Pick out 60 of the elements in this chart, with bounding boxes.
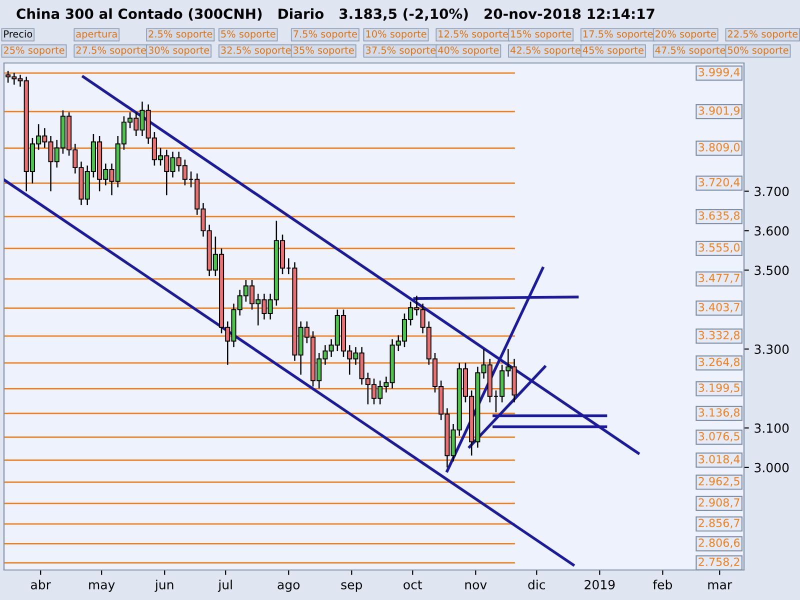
ref-line-label: 3.720,4 — [698, 178, 740, 188]
text: 30% soporte — [148, 46, 210, 56]
text: 10% soporte — [366, 30, 426, 40]
text: 20% soporte — [656, 30, 716, 40]
y-tick-label: 3.600 — [754, 226, 789, 236]
x-tick-label: may — [89, 582, 115, 592]
y-tick-label: 3.300 — [754, 344, 789, 354]
ref-line-label: 3.332,8 — [698, 330, 740, 340]
text: Precio — [4, 30, 32, 38]
ref-line-label: 2.758,2 — [698, 558, 740, 568]
text: 45% soporte — [582, 46, 644, 56]
ref-line-label: 3.477,7 — [698, 274, 740, 284]
y-tick-label: 3.700 — [754, 186, 789, 196]
ref-line-label: 2.908,7 — [698, 498, 740, 508]
text: 12.5% soporte — [438, 30, 508, 40]
x-tick-label: 2019 — [584, 580, 615, 590]
x-tick-label: abr — [30, 580, 51, 590]
text: 17.5% soporte — [583, 30, 653, 40]
text: 47.5% soporte — [655, 46, 726, 56]
x-tick-label: jun — [154, 580, 174, 592]
ref-line-label: 3.136,8 — [698, 408, 740, 418]
y-tick-label: 3.100 — [754, 423, 789, 433]
text: apertura — [76, 30, 117, 40]
x-tick-label: jul — [218, 580, 232, 592]
x-tick-label: feb — [652, 580, 672, 590]
ref-line-label: 2.962,5 — [698, 477, 740, 487]
ref-line-label: 3.403,7 — [698, 302, 740, 312]
text: 15% soporte — [511, 30, 572, 40]
text: 27.5% soporte — [76, 46, 146, 56]
text: 42.5% soporte — [510, 46, 580, 56]
text: 22.5% soporte — [728, 30, 798, 40]
text: 2.5% soporte — [148, 30, 212, 40]
chart-title: China 300 al Contado (300CNH) Diario 3.183,5 (-2,10%) 20-nov-2018 12:14:17 — [16, 8, 654, 21]
ref-line-label: 3.264,8 — [698, 358, 740, 368]
text: 40% soporte — [438, 46, 499, 56]
y-tick-label: 3.500 — [754, 266, 789, 276]
x-tick-label: sep — [341, 582, 362, 592]
text: 25% soporte — [4, 46, 64, 56]
text: 35% soporte — [294, 46, 354, 56]
text: 37.5% soporte — [366, 46, 436, 56]
x-tick-label: ago — [278, 582, 300, 592]
ref-line-label: 3.076,5 — [698, 432, 740, 442]
ref-line-label: 3.999,4 — [698, 68, 740, 78]
ref-line-label: 3.018,4 — [698, 454, 740, 465]
ref-line-label: 2.856,7 — [698, 518, 740, 528]
x-tick-label: mar — [708, 582, 732, 590]
y-tick-label: 3.000 — [754, 462, 789, 472]
text: 32.5% soporte — [221, 46, 291, 56]
ref-line-label: 3.635,8 — [698, 211, 740, 221]
text: 5% soporte — [221, 30, 276, 40]
ref-line-label: 3.901,9 — [698, 106, 740, 116]
x-tick-label: oct — [404, 580, 422, 590]
x-tick-label: dic — [528, 580, 545, 590]
ref-line-label: 3.809,0 — [698, 143, 740, 153]
text: 7.5% soporte — [294, 30, 357, 40]
ref-line-label: 3.555,0 — [698, 243, 740, 253]
x-tick-label: nov — [465, 582, 487, 590]
text: 50% soporte — [728, 46, 788, 56]
ref-line-label: 3.199,5 — [698, 384, 740, 394]
ref-line-label: 2.806,6 — [698, 538, 740, 548]
